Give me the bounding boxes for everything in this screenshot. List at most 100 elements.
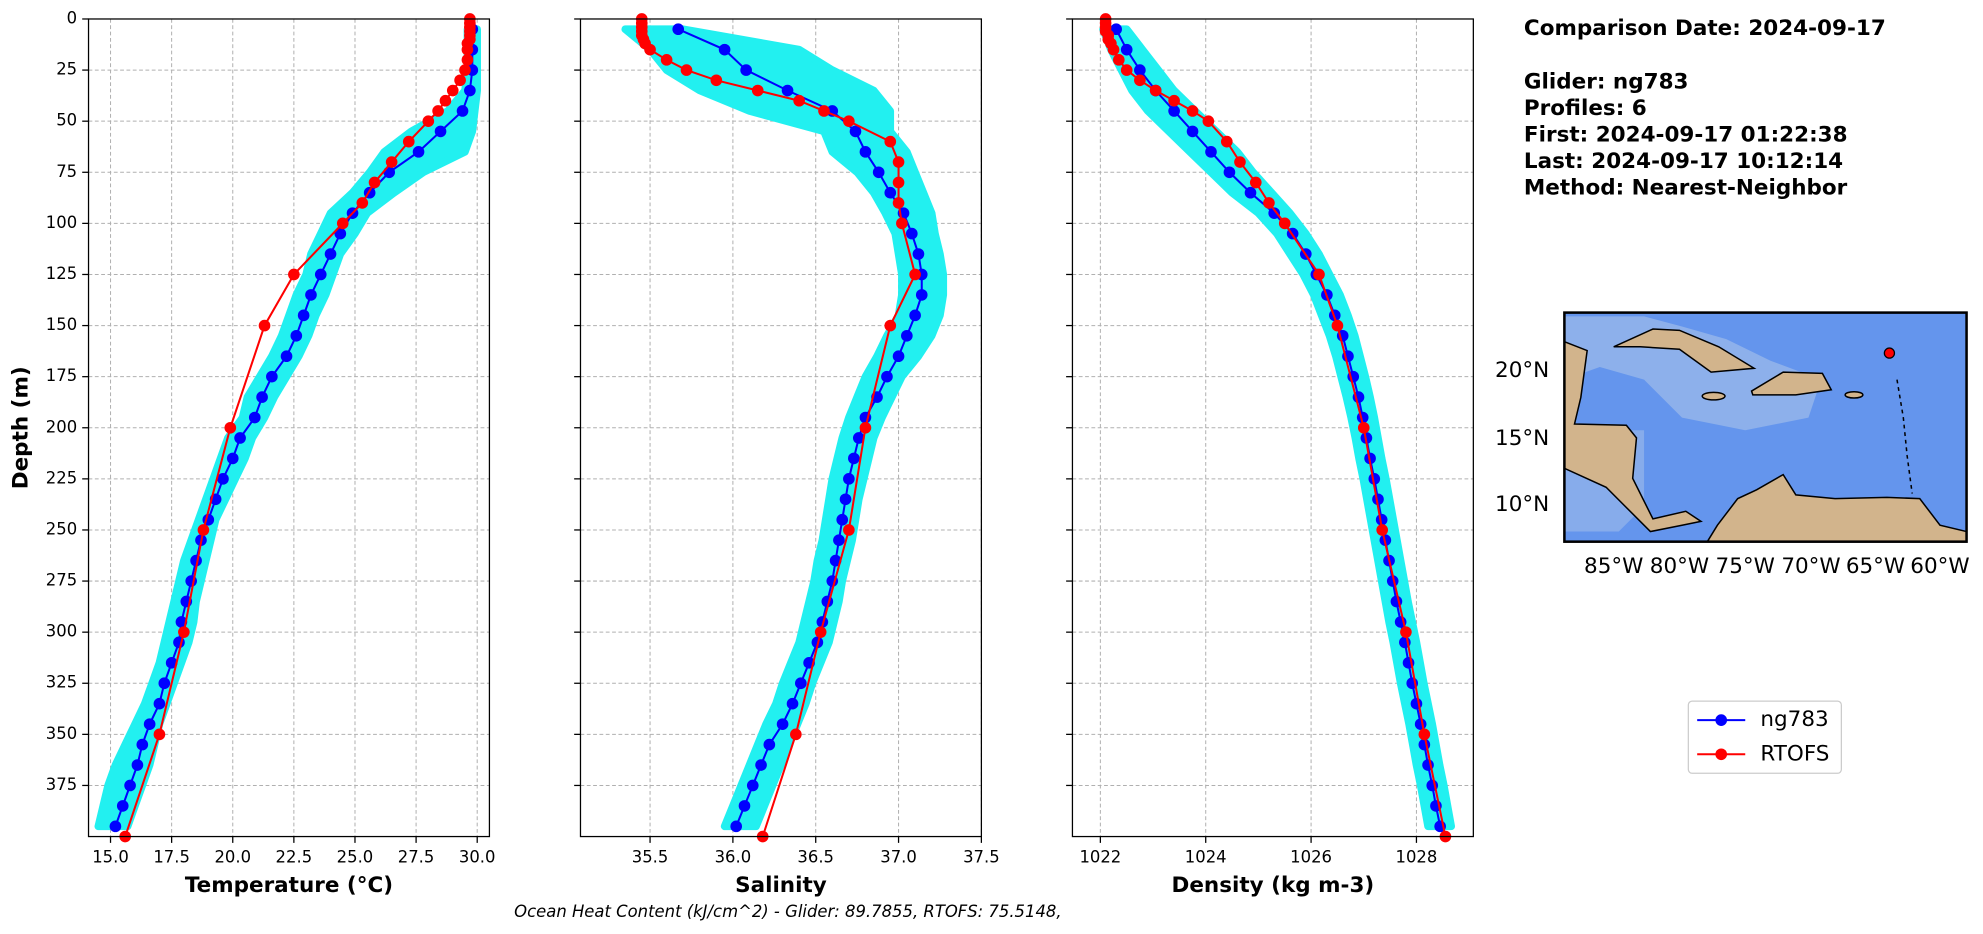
series-point	[892, 176, 905, 189]
series-point	[178, 626, 190, 638]
legend: ng783 RTOFS	[1687, 700, 1842, 774]
series-point	[836, 513, 849, 526]
series-point	[738, 800, 751, 812]
x-tick-label: 36.5	[797, 848, 834, 867]
map: 20°N 15°N 10°N 85°W 80°W 75°W 70°W 65°W …	[1495, 311, 1970, 579]
map-lon-label: 60°W	[1910, 554, 1969, 579]
panel: 35.5 36.0 36.5 37.0 37.5 Salinity	[574, 13, 1000, 898]
series-point	[290, 329, 303, 342]
series-point	[776, 718, 789, 730]
series-point	[781, 84, 794, 97]
map-frame	[1563, 311, 1968, 543]
series-point	[143, 718, 156, 730]
y-tick-label: 125	[46, 264, 77, 283]
series-point	[217, 473, 229, 485]
info-block: Comparison Date: 2024-09-17 Glider: ng78…	[1524, 16, 1886, 200]
x-tick-label: 1022	[1079, 848, 1121, 867]
x-tick-label: 25.0	[337, 848, 374, 867]
y-tick-label: 25	[56, 60, 77, 79]
info-line: Comparison Date: 2024-09-17	[1524, 16, 1886, 41]
series-point	[710, 74, 723, 87]
series-point	[446, 84, 459, 97]
x-axis-label: Salinity	[735, 873, 827, 898]
series-point	[456, 105, 469, 117]
series-point	[383, 166, 396, 179]
series-point	[1186, 125, 1199, 138]
series-point	[839, 493, 852, 506]
series-point	[1134, 64, 1146, 76]
series-point	[288, 268, 300, 281]
info-line: Method: Nearest-Neighbor	[1524, 176, 1848, 201]
panel: 1022 1024 1026 1028 Density (kg m-3)	[1066, 13, 1474, 898]
map-land	[1750, 371, 1833, 396]
series-point	[909, 309, 921, 322]
series-point	[1372, 493, 1384, 506]
x-tick-label: 1026	[1290, 848, 1332, 867]
series-point	[872, 166, 885, 179]
series-point	[158, 677, 171, 690]
series-point	[131, 759, 144, 771]
series-point	[422, 115, 435, 128]
series-point	[197, 524, 210, 536]
series-point	[234, 432, 246, 444]
series-point	[334, 227, 347, 240]
series-point	[412, 146, 425, 158]
series-point	[818, 105, 830, 117]
series-point	[909, 268, 921, 281]
x-tick-label: 1024	[1185, 848, 1227, 867]
series-point	[356, 197, 369, 209]
series-point	[1244, 186, 1257, 199]
series-point	[256, 391, 268, 403]
x-tick-label: 37.0	[880, 848, 917, 867]
series-point	[402, 135, 415, 148]
info-line: First: 2024-09-17 01:22:38	[1524, 122, 1848, 147]
series-point	[1400, 626, 1412, 638]
y-tick-label: 175	[46, 366, 77, 385]
x-tick-label: 35.5	[632, 848, 669, 867]
series-point	[849, 125, 862, 138]
series-point	[1375, 513, 1388, 526]
x-axis-label: Density (kg m-3)	[1172, 873, 1375, 898]
y-tick-label: 350	[46, 724, 77, 743]
map-lon-label: 70°W	[1781, 554, 1840, 579]
series-point	[859, 146, 872, 158]
y-tick-label: 250	[46, 519, 77, 538]
series-point	[884, 319, 897, 332]
series-point	[224, 421, 237, 434]
map-land	[1844, 390, 1864, 399]
series-point	[814, 626, 827, 638]
series-point	[1168, 105, 1180, 117]
series-point	[165, 656, 178, 669]
series-point	[1263, 197, 1275, 209]
series-point	[280, 350, 293, 363]
series-point	[843, 473, 855, 485]
profile-envelope	[1099, 25, 1456, 831]
series-point	[1112, 54, 1125, 66]
series-point	[755, 759, 767, 771]
series-point	[109, 820, 122, 833]
series-point	[153, 728, 166, 741]
series-point	[892, 197, 905, 209]
series-point	[314, 268, 327, 281]
series-point	[1168, 94, 1180, 107]
map-lat-label: 10°N	[1495, 492, 1549, 517]
series-point	[763, 738, 776, 751]
series-point	[368, 176, 381, 189]
series-point	[905, 227, 918, 240]
x-tick-label: 22.5	[276, 848, 313, 867]
map-land	[1701, 391, 1726, 401]
x-tick-label: 20.0	[214, 848, 251, 867]
y-tick-label: 275	[46, 571, 77, 590]
series-point	[1149, 84, 1162, 97]
series-point	[248, 411, 261, 424]
series-point	[459, 64, 471, 76]
legend-label: RTOFS	[1760, 741, 1829, 766]
y-tick-label: 100	[46, 213, 77, 232]
series-point	[794, 677, 807, 690]
map-land	[1563, 340, 1703, 533]
series-point	[432, 105, 444, 117]
y-tick-label: 325	[46, 673, 77, 692]
series-point	[116, 800, 129, 812]
y-tick-label: 75	[56, 162, 77, 181]
series-point	[843, 524, 855, 536]
